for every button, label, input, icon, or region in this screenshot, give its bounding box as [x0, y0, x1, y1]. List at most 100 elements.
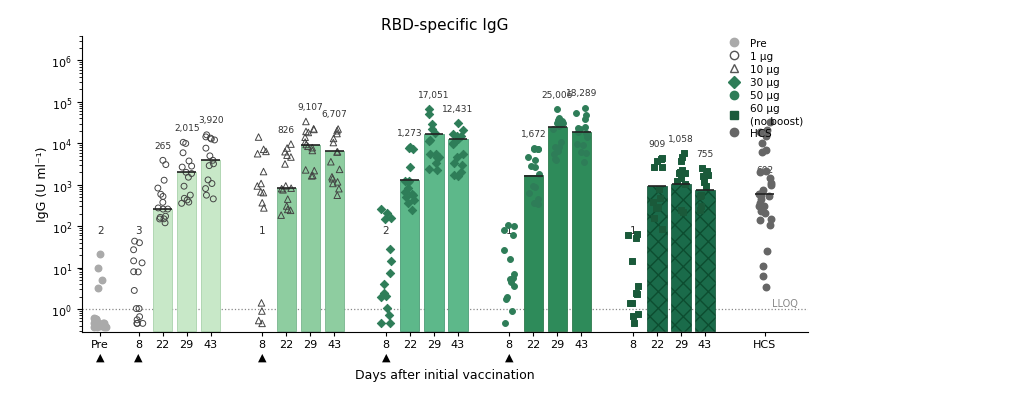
Point [206, 161, 222, 168]
Point [198, 192, 215, 199]
Point [624, 313, 640, 320]
Point [256, 205, 272, 212]
Point [449, 154, 465, 160]
Text: ▲: ▲ [134, 352, 143, 362]
Point [400, 200, 416, 206]
Point [176, 183, 192, 190]
Point [329, 192, 346, 199]
Point [373, 320, 390, 327]
Point [297, 139, 313, 146]
Point [322, 159, 339, 166]
Point [90, 265, 106, 272]
Point [626, 320, 642, 327]
Point [622, 300, 638, 306]
Point [383, 258, 399, 265]
Point [304, 148, 320, 154]
Point [135, 320, 151, 327]
Point [134, 260, 150, 266]
Point [180, 175, 196, 181]
Point [530, 147, 546, 153]
Point [152, 215, 169, 221]
Point [95, 324, 112, 330]
Point [698, 173, 714, 179]
Point [570, 125, 586, 132]
Point [696, 180, 712, 186]
Point [151, 216, 168, 223]
Bar [202, 161, 220, 331]
Point [497, 320, 514, 327]
Point [650, 204, 666, 210]
Point [421, 107, 438, 113]
Bar [301, 146, 320, 331]
Point [155, 177, 172, 184]
Point [521, 190, 537, 197]
Point [572, 126, 588, 133]
Text: ▲: ▲ [96, 352, 104, 362]
Point [445, 142, 461, 148]
Point [551, 145, 568, 151]
Point [761, 175, 777, 182]
Point [669, 178, 685, 185]
Point [93, 277, 109, 284]
Point [331, 167, 348, 173]
Point [753, 192, 769, 198]
Point [375, 290, 392, 296]
Point [277, 161, 294, 168]
Point [696, 173, 712, 180]
Point [154, 194, 171, 200]
Point [675, 151, 692, 157]
Point [199, 177, 216, 184]
Point [305, 173, 321, 179]
Text: ▲: ▲ [382, 352, 390, 362]
Point [306, 168, 322, 175]
Text: 602: 602 [756, 166, 773, 175]
Point [328, 131, 345, 137]
Point [160, 206, 176, 213]
Point [523, 163, 539, 170]
Point [406, 198, 422, 204]
Point [401, 179, 417, 185]
Point [753, 196, 769, 202]
Point [399, 185, 415, 192]
Point [298, 167, 314, 174]
Point [428, 160, 444, 167]
Point [525, 183, 541, 190]
Point [754, 207, 770, 213]
Text: 3: 3 [135, 226, 142, 236]
Point [131, 240, 147, 246]
Point [128, 305, 144, 312]
Bar [324, 151, 344, 331]
Text: 1,672: 1,672 [521, 130, 546, 139]
Point [526, 146, 542, 152]
Point [445, 140, 461, 147]
Point [306, 127, 322, 133]
Point [759, 127, 775, 134]
Point [273, 212, 290, 219]
Point [202, 153, 218, 160]
Point [428, 152, 444, 158]
Point [174, 200, 190, 207]
Text: ▲: ▲ [505, 352, 514, 362]
Point [547, 144, 564, 150]
Point [397, 178, 413, 184]
Point [251, 134, 267, 141]
Text: 1: 1 [259, 226, 266, 236]
Point [87, 317, 103, 323]
Point [546, 151, 563, 158]
Bar [547, 128, 567, 331]
Point [328, 149, 345, 156]
Point [298, 129, 314, 135]
Point [197, 134, 214, 141]
Point [751, 204, 767, 210]
Point [421, 151, 438, 158]
Point [158, 213, 174, 220]
Point [530, 201, 546, 208]
Point [577, 125, 593, 131]
Point [548, 120, 565, 127]
Point [529, 196, 545, 202]
Point [126, 258, 142, 264]
Point [526, 200, 542, 207]
Point [329, 149, 346, 156]
Point [628, 292, 644, 298]
Point [503, 308, 520, 314]
